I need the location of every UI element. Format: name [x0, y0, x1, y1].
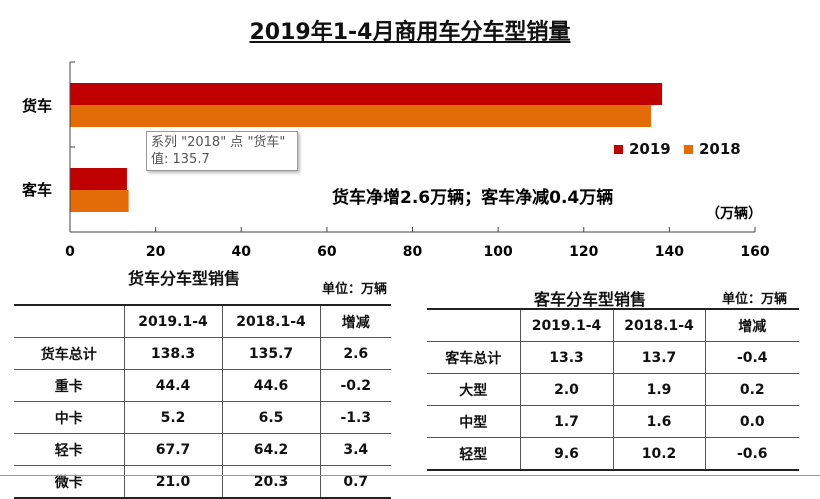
x-tick-label: 40 [232, 244, 252, 260]
truck-table-unit: 单位：万辆 [322, 282, 388, 297]
truck-table: 2019.1-4 2018.1-4 增减 货车总计 138.3 135.7 2.6 重卡 44.… [14, 304, 391, 499]
table-cell: 5.2 [123, 401, 222, 434]
table-cell: 大型 [427, 373, 520, 406]
page-title: 2019年1-4月商用车分车型销量 [249, 20, 571, 45]
unit-label: （万辆） [706, 205, 762, 222]
bar-2018[interactable] [70, 190, 129, 212]
x-tick-label: 20 [146, 244, 166, 260]
table-cell: 21.0 [123, 465, 222, 499]
bus-table-title: 客车分车型销售 [534, 290, 647, 309]
table-cell: -0.4 [704, 341, 799, 374]
table-cell: 44.6 [221, 369, 320, 402]
table-cell: 135.7 [221, 337, 320, 370]
table-row: 客车总计 13.3 13.7 -0.4 [427, 341, 799, 374]
legend-swatch [684, 145, 693, 154]
x-tick-label: 80 [403, 244, 423, 260]
table-cell: 货车总计 [14, 337, 124, 370]
header-cell: 增减 [704, 308, 799, 342]
table-cell: -0.6 [704, 437, 799, 471]
table-row: 微卡 21.0 20.3 0.7 [14, 465, 391, 499]
tooltip-value: 值: 135.7 [151, 152, 210, 167]
legend-2019: 2019 [614, 140, 671, 158]
legend-swatch [614, 145, 623, 154]
table-cell: 0.0 [704, 405, 799, 438]
bar-2019[interactable] [70, 168, 127, 190]
table-cell: 0.7 [319, 465, 391, 499]
table-cell: 客车总计 [427, 341, 520, 374]
header-cell: 增减 [319, 304, 391, 338]
table-cell: 64.2 [221, 433, 320, 466]
table-cell: 重卡 [14, 369, 124, 402]
table-cell: 2.0 [519, 373, 613, 406]
table-cell: 2.6 [319, 337, 391, 370]
table-cell: 中型 [427, 405, 520, 438]
table-header: 2019.1-4 2018.1-4 增减 [14, 304, 391, 338]
category-label: 货车 [22, 97, 52, 115]
tooltip-line: 系列 "2018" 点 "货车" [151, 135, 286, 150]
table-cell: 0.2 [704, 373, 799, 406]
category-label: 客车 [21, 181, 52, 199]
bus-table-unit: 单位：万辆 [722, 292, 788, 307]
table-cell: 13.7 [612, 341, 705, 374]
table-cell: 10.2 [612, 437, 705, 471]
table-cell: 轻型 [427, 437, 520, 471]
table-cell: 138.3 [123, 337, 222, 370]
header-cell [14, 304, 124, 338]
table-header: 2019.1-4 2018.1-4 增减 [427, 308, 799, 342]
table-cell: 轻卡 [14, 433, 124, 466]
x-tick-label: 60 [317, 244, 337, 260]
table-row: 中型 1.7 1.6 0.0 [427, 405, 799, 438]
table-cell: 67.7 [123, 433, 222, 466]
x-tick-label: 100 [484, 244, 513, 260]
bar-2018[interactable] [70, 105, 651, 127]
header-cell [427, 308, 520, 342]
x-tick-label: 120 [569, 244, 598, 260]
table-cell: 3.4 [319, 433, 391, 466]
bar-chart: 0 20 40 60 80 100 120 140 160 货车 客车 货车净增2.6万辆；客车… [21, 61, 770, 260]
header-cell: 2018.1-4 [612, 308, 705, 342]
x-tick-label: 160 [740, 244, 769, 260]
header-cell: 2018.1-4 [221, 304, 320, 338]
table-cell: -1.3 [319, 401, 391, 434]
table-cell: 1.6 [612, 405, 705, 438]
table-cell: 中卡 [14, 401, 124, 434]
table-cell: 44.4 [123, 369, 222, 402]
bar-2019[interactable] [70, 83, 663, 105]
header-cell: 2019.1-4 [519, 308, 613, 342]
chart-annotation: 货车净增2.6万辆；客车净减0.4万辆 [332, 187, 613, 208]
table-cell: -0.2 [319, 369, 391, 402]
x-tick-label: 0 [65, 244, 75, 260]
table-cell: 20.3 [221, 465, 320, 499]
x-tick-label: 140 [655, 244, 684, 260]
table-row: 大型 2.0 1.9 0.2 [427, 373, 799, 406]
truck-table-title: 货车分车型销售 [128, 269, 241, 288]
table-cell: 1.7 [519, 405, 613, 438]
bus-table: 2019.1-4 2018.1-4 增减 客车总计 13.3 13.7 -0.4 大型 2.0 1… [427, 308, 799, 471]
table-cell: 1.9 [612, 373, 705, 406]
header-cell: 2019.1-4 [123, 304, 222, 338]
chart-tooltip: 系列 "2018" 点 "货车" 值: 135.7 [146, 131, 298, 171]
table-row: 货车总计 138.3 135.7 2.6 [14, 337, 391, 370]
table-row: 轻型 9.6 10.2 -0.6 [427, 437, 799, 471]
table-cell: 9.6 [519, 437, 613, 471]
table-cell: 6.5 [221, 401, 320, 434]
table-cell: 13.3 [519, 341, 613, 374]
table-row: 中卡 5.2 6.5 -1.3 [14, 401, 391, 434]
table-cell: 微卡 [14, 465, 124, 499]
table-row: 轻卡 67.7 64.2 3.4 [14, 433, 391, 466]
table-row: 重卡 44.4 44.6 -0.2 [14, 369, 391, 402]
legend-2018: 2018 [684, 140, 741, 158]
